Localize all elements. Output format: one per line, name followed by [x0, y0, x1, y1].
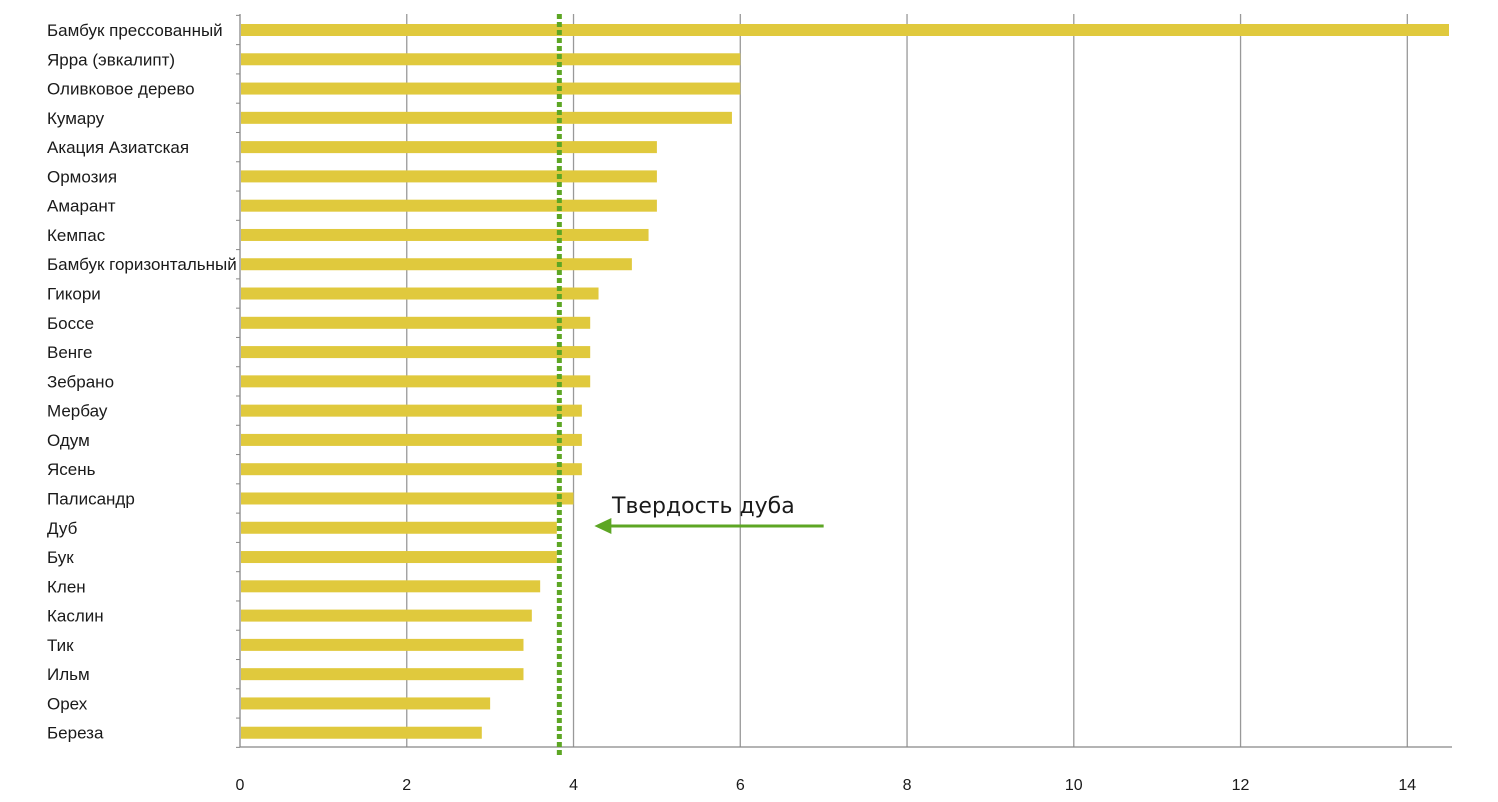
bar-21 — [241, 638, 524, 651]
x-tick-label-6: 6 — [736, 777, 745, 794]
x-tick-label-2: 2 — [402, 777, 411, 794]
category-label-12: Зебрано — [47, 372, 114, 391]
category-label-20: Каслин — [47, 607, 104, 626]
bar-10 — [241, 316, 591, 329]
category-label-10: Боссе — [47, 314, 94, 333]
category-label-5: Ормозия — [47, 167, 117, 186]
x-tick-label-4: 4 — [569, 777, 578, 794]
category-label-14: Одум — [47, 431, 90, 450]
bar-13 — [241, 404, 582, 417]
bar-23 — [241, 697, 491, 710]
category-label-18: Бук — [47, 548, 74, 567]
category-label-24: Береза — [47, 724, 104, 743]
annotation-group: Твердость дуба — [594, 494, 824, 534]
category-label-19: Клен — [47, 577, 86, 596]
bar-19 — [241, 580, 541, 593]
bar-17 — [241, 521, 557, 534]
bar-4 — [241, 141, 657, 154]
bar-6 — [241, 199, 657, 212]
category-label-21: Тик — [47, 636, 74, 655]
category-label-15: Ясень — [47, 460, 96, 479]
category-label-9: Гикори — [47, 285, 101, 304]
category-label-1: Ярра (эвкалипт) — [47, 50, 175, 69]
bar-22 — [241, 668, 524, 681]
bars — [241, 24, 1449, 739]
category-label-11: Венге — [47, 343, 92, 362]
bar-5 — [241, 170, 657, 183]
bar-14 — [241, 433, 582, 446]
bar-11 — [241, 346, 591, 359]
category-label-4: Акация Азиатская — [47, 138, 189, 157]
bar-0 — [241, 24, 1449, 36]
bar-3 — [241, 111, 732, 124]
annotation-label: Твердость дуба — [611, 494, 795, 519]
bar-15 — [241, 463, 582, 476]
bar-16 — [241, 492, 574, 505]
category-label-22: Ильм — [47, 665, 90, 684]
category-labels: Бамбук прессованный Ярра (эвкалипт) Оливко… — [47, 21, 237, 743]
bar-8 — [241, 258, 632, 271]
category-label-7: Кемпас — [47, 226, 106, 245]
bar-7 — [241, 228, 649, 241]
category-label-8: Бамбук горизонтальный — [47, 255, 237, 274]
category-label-16: Палисандр — [47, 489, 135, 508]
bar-12 — [241, 375, 591, 388]
x-tick-label-10: 10 — [1065, 777, 1083, 794]
category-label-3: Кумару — [47, 109, 105, 128]
x-tick-label-14: 14 — [1398, 777, 1416, 794]
category-label-6: Амарант — [47, 197, 116, 216]
bar-18 — [241, 551, 557, 564]
bar-20 — [241, 609, 532, 622]
category-label-17: Дуб — [47, 519, 78, 538]
bar-2 — [241, 82, 741, 95]
grid-lines — [406, 14, 1408, 747]
bar-24 — [241, 726, 482, 739]
category-label-23: Орех — [47, 694, 88, 713]
x-tick-label-0: 0 — [236, 777, 245, 794]
bar-9 — [241, 287, 599, 300]
category-label-2: Оливковое дерево — [47, 80, 195, 99]
bar-1 — [241, 53, 741, 66]
x-tick-label-8: 8 — [903, 777, 912, 794]
category-label-13: Мербау — [47, 402, 108, 421]
annotation-arrow-head — [594, 518, 612, 534]
axes: 0 2 4 6 8 10 12 14 — [236, 14, 1452, 794]
category-label-0: Бамбук прессованный — [47, 21, 223, 40]
x-tick-label-12: 12 — [1232, 777, 1250, 794]
